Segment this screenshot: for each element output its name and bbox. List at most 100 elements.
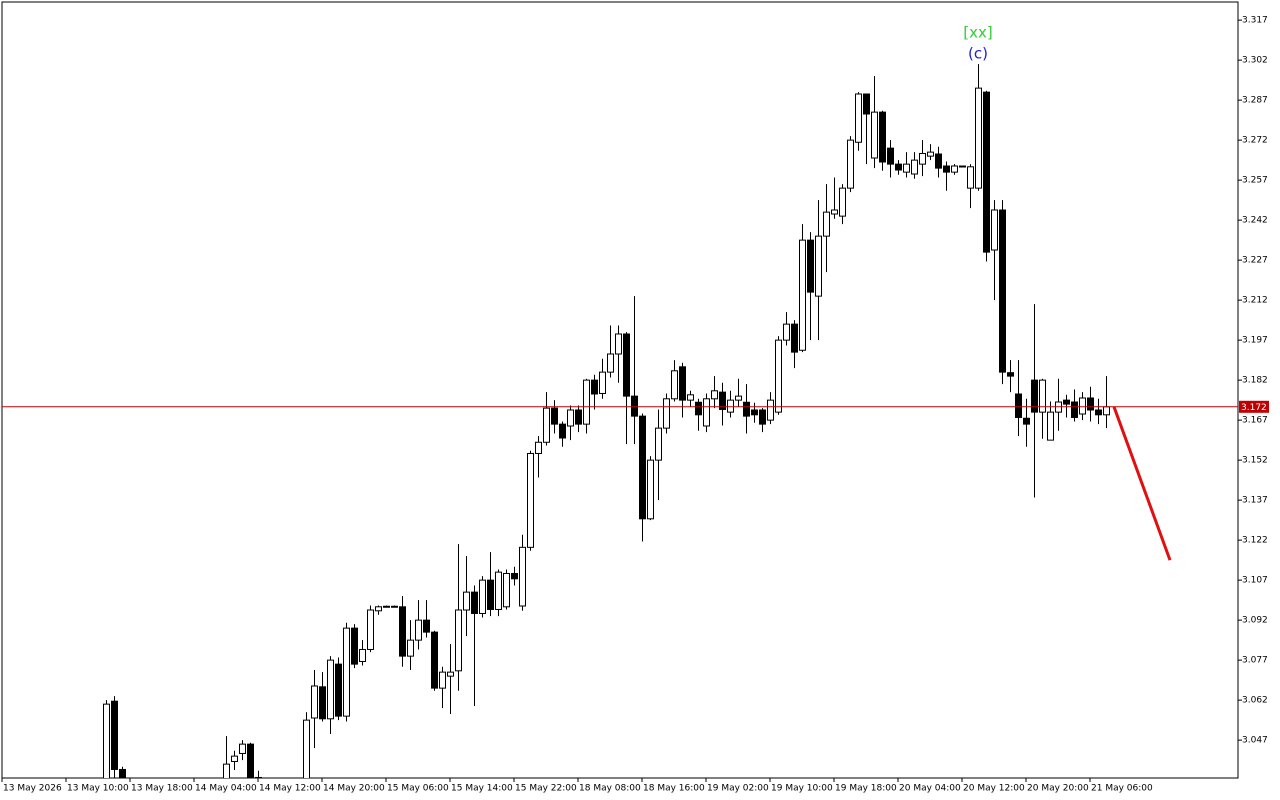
candle-body [1063,399,1070,405]
candle-body [375,606,382,612]
candle-body [615,333,622,355]
x-tick-label: 15 May 22:00 [515,784,577,794]
candle-body [343,627,350,717]
candle-body [703,398,710,427]
candle-body [807,239,814,293]
candle-body [1039,379,1046,413]
candle-body [951,165,958,173]
candle-body [687,394,694,401]
candle-body [623,333,630,397]
candle-body [255,776,262,778]
y-tick-label: 3.242 [1242,216,1268,226]
y-tick-label: 3.302 [1242,56,1268,66]
candle-body [879,111,886,163]
candle-body [447,671,454,677]
candle-body [1071,401,1078,418]
candle-body [111,700,118,770]
candle-body [959,165,966,168]
candle-body [1079,397,1086,415]
x-tick-label: 21 May 06:00 [1091,784,1153,794]
candle-body [583,379,590,425]
candle-body [351,627,358,665]
candle-body [503,572,510,608]
candle-body [983,91,990,253]
y-tick-label: 3.227 [1242,256,1268,266]
x-tick-label: 14 May 12:00 [259,784,321,794]
candle-body [775,339,782,413]
candle-body [935,153,942,169]
y-tick-label: 3.092 [1242,616,1268,626]
candle-body [223,763,230,778]
candle-body [455,609,462,672]
candle-body [415,619,422,641]
y-tick-label: 3.197 [1242,336,1268,346]
candle-body [391,605,398,608]
candle-body [439,671,446,689]
candle-body [303,719,310,778]
candle-body [1015,393,1022,418]
candle-body [719,391,726,410]
y-tick-label: 3.167 [1242,416,1268,426]
candle-body [431,631,438,689]
current-price-label: 3.172 [1241,403,1267,413]
y-tick-label: 3.077 [1242,656,1268,666]
candle-body [639,415,646,520]
candle-body [799,239,806,351]
candle-body [519,546,526,607]
candle-body [511,572,518,580]
y-tick-label: 3.272 [1242,136,1268,146]
candle-body [359,648,366,662]
x-tick-label: 18 May 16:00 [643,784,705,794]
candle-body [1047,411,1054,441]
candle-body [743,401,750,417]
candle-body [847,139,854,189]
x-tick-label: 15 May 14:00 [451,784,513,794]
wave-label: (c) [968,45,988,63]
candle-body [943,165,950,173]
candle-body [231,755,238,762]
x-tick-label: 19 May 10:00 [771,784,833,794]
candle-body [671,370,678,400]
candle-body [895,163,902,171]
y-tick-label: 3.212 [1242,296,1268,306]
candle-body [735,395,742,401]
candle-body [479,579,486,614]
candle-body [495,571,502,610]
x-tick-label: 15 May 06:00 [387,784,449,794]
candle-body [367,609,374,650]
candle-body [1103,406,1110,416]
x-tick-label: 14 May 20:00 [323,784,385,794]
y-tick-label: 3.122 [1242,536,1268,546]
x-tick-label: 19 May 18:00 [835,784,897,794]
y-tick-label: 3.062 [1242,696,1268,706]
candle-body [311,685,318,719]
candle-body [607,353,614,373]
candle-body [471,591,478,614]
wave-label: [xx] [963,24,992,42]
x-tick-label: 18 May 08:00 [579,784,641,794]
y-tick-label: 3.107 [1242,576,1268,586]
x-tick-label: 20 May 12:00 [963,784,1025,794]
candle-body [887,147,894,165]
candle-body [239,743,246,754]
candle-body [767,399,774,421]
candle-body [855,93,862,143]
x-tick-label: 20 May 20:00 [1027,784,1089,794]
candle-body [423,619,430,633]
y-tick-label: 3.287 [1242,96,1268,106]
candle-body [591,379,598,395]
candle-body [823,211,830,237]
candle-body [751,409,758,416]
candle-body [631,395,638,417]
x-tick-label: 14 May 04:00 [195,784,257,794]
candle-body [871,111,878,159]
current-price-box [1239,400,1269,413]
candle-body [655,427,662,461]
candle-body [815,235,822,297]
candle-body [647,459,654,520]
candle-body [1007,372,1014,377]
x-tick-label: 13 May 18:00 [131,784,193,794]
candle-body [1023,417,1030,425]
candle-body [911,159,918,175]
